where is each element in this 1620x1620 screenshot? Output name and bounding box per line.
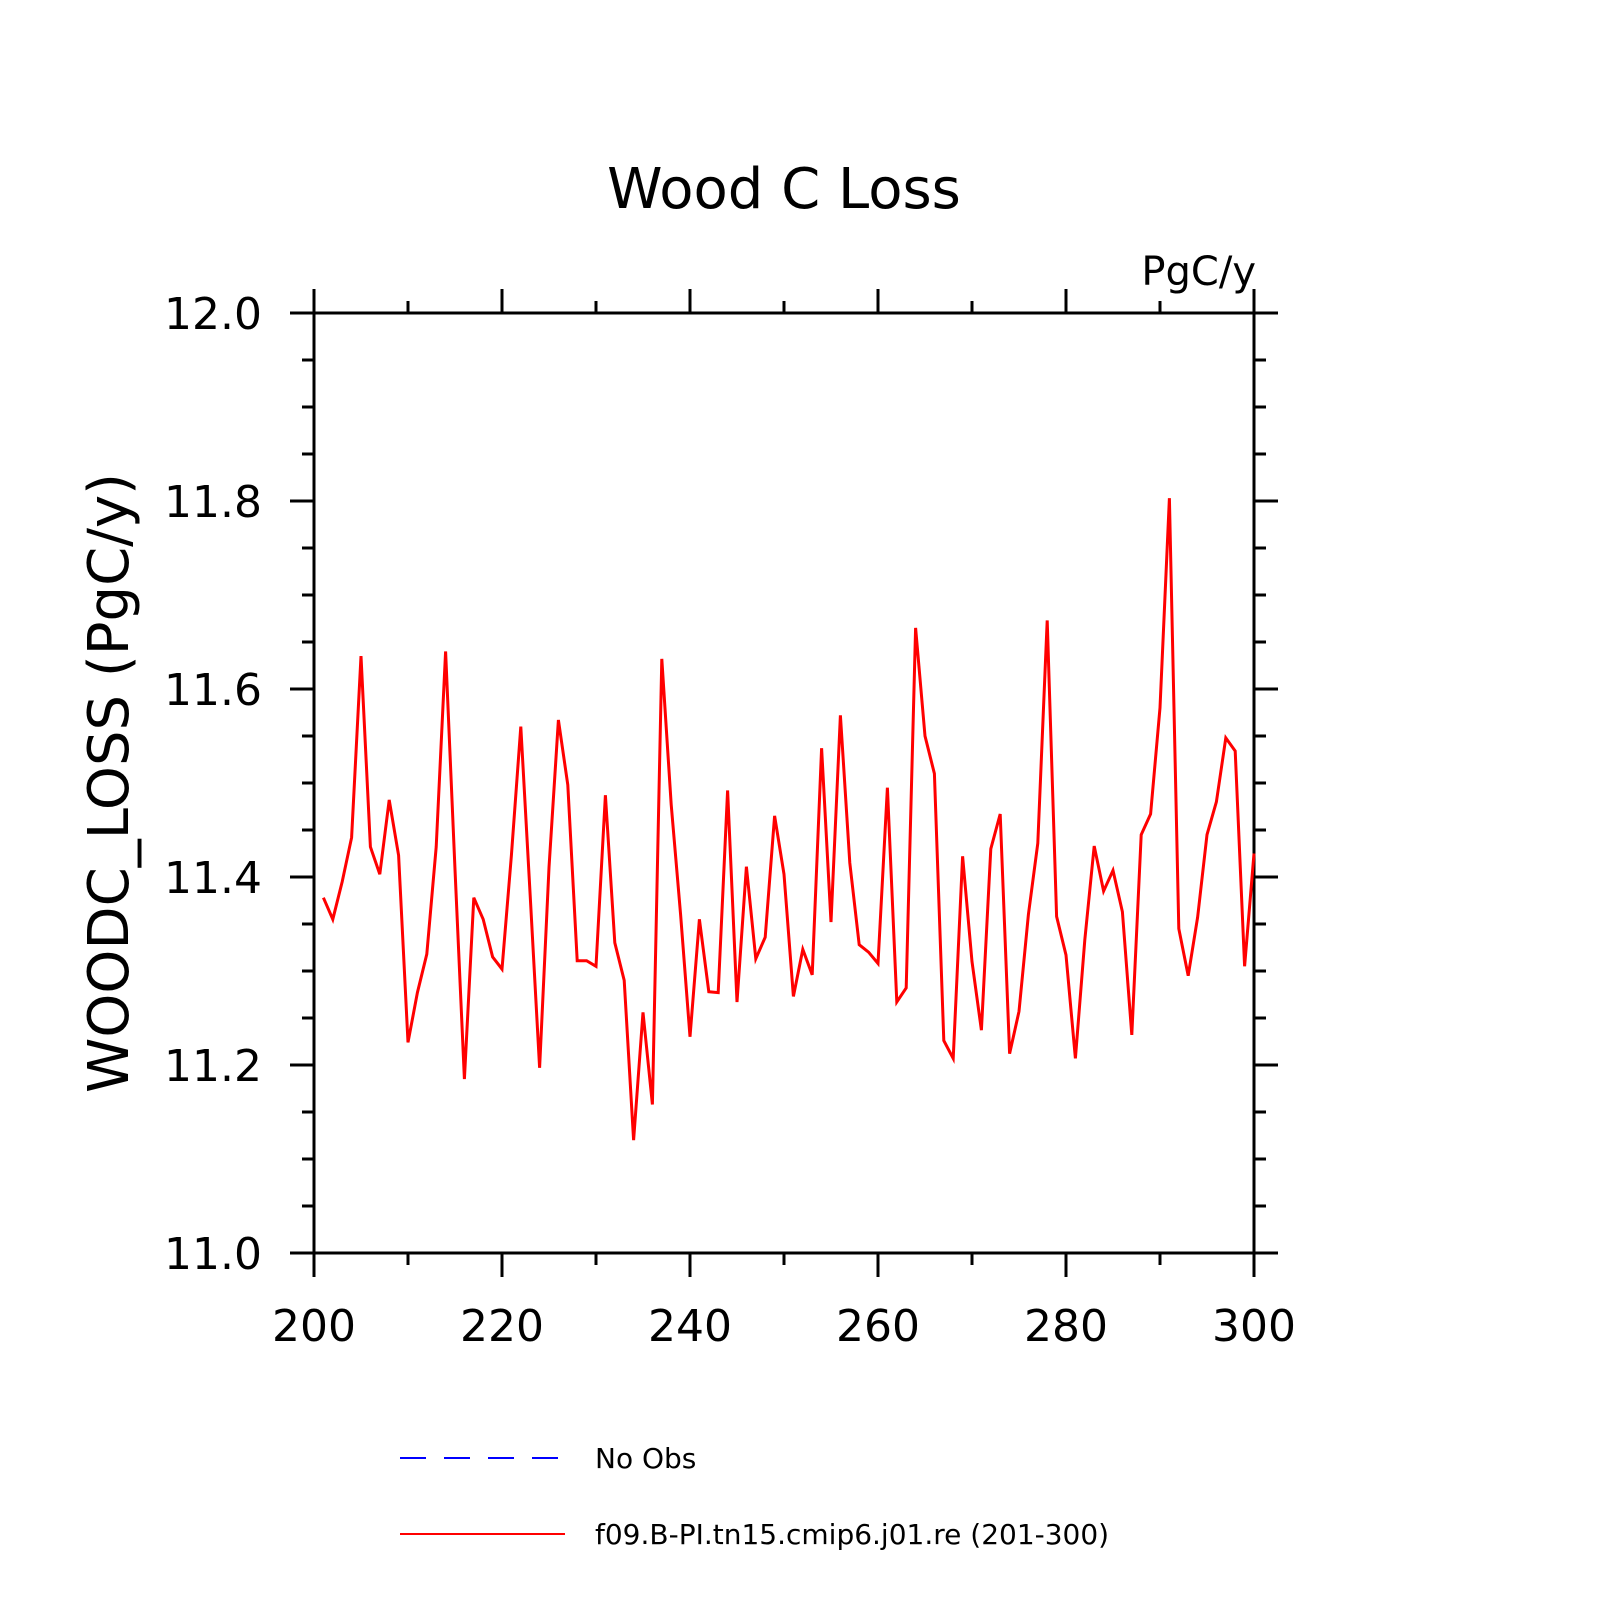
x-tick-label: 280: [1024, 1301, 1108, 1352]
x-tick-label: 260: [836, 1301, 920, 1352]
units-label: PgC/y: [1141, 249, 1256, 295]
x-tick-label: 200: [272, 1301, 356, 1352]
chart-title: Wood C Loss: [607, 157, 961, 222]
y-tick-label: 11.2: [164, 1041, 262, 1092]
series-layer: [322, 498, 1256, 1141]
x-tick-label: 220: [460, 1301, 544, 1352]
y-tick-label: 11.4: [164, 853, 262, 904]
x-tick-label: 300: [1212, 1301, 1296, 1352]
y-axis-label: WOODC_LOSS (PgC/y): [77, 473, 142, 1093]
x-tick-label: 240: [648, 1301, 732, 1352]
plot-frame: [312, 311, 1256, 1255]
y-tick-label: 11.8: [164, 477, 262, 528]
axis-ticks: [290, 289, 1278, 1277]
legend-label-no-obs: No Obs: [595, 1442, 696, 1475]
legend: No Obs f09.B-PI.tn15.cmip6.j01.re (201-3…: [400, 1442, 1109, 1551]
y-tick-labels: 11.0 11.2 11.4 11.6 11.8 12.0: [164, 289, 262, 1280]
y-tick-label: 12.0: [164, 289, 262, 340]
legend-label-run: f09.B-PI.tn15.cmip6.j01.re (201-300): [595, 1518, 1109, 1551]
y-tick-label: 11.0: [164, 1229, 262, 1280]
series-line: [322, 498, 1256, 1141]
y-tick-label: 11.6: [164, 665, 262, 716]
x-tick-labels: 200 220 240 260 280 300: [272, 1301, 1296, 1352]
